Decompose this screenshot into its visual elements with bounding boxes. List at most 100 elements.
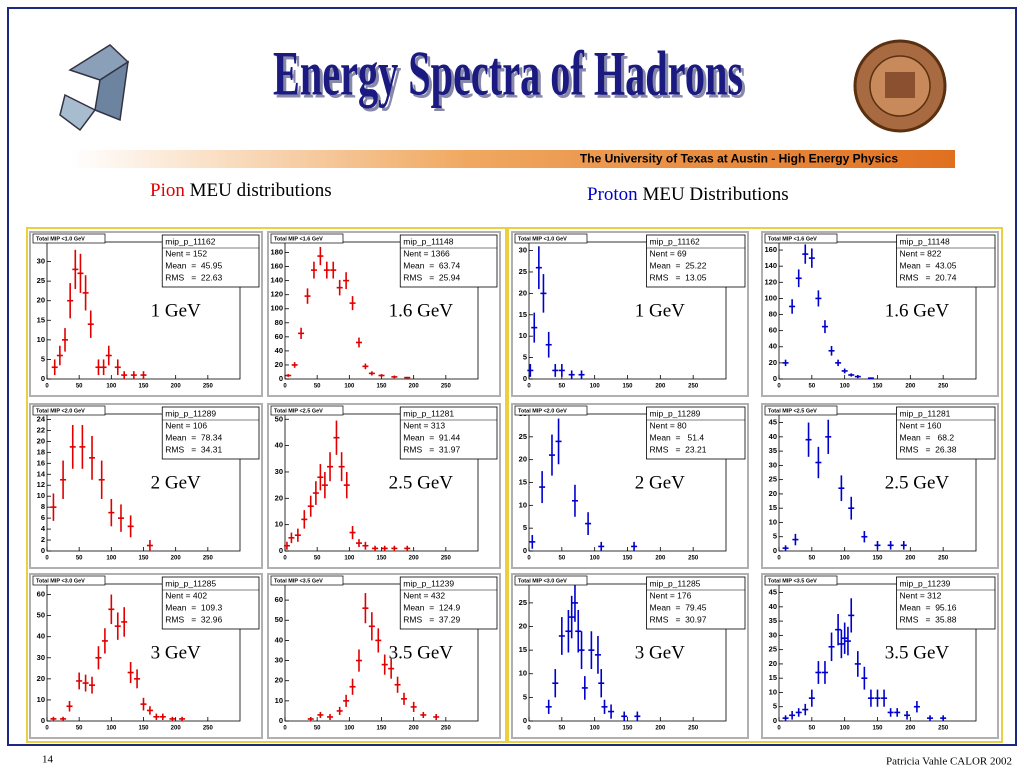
stats-box [896,234,996,288]
stats-line: mip_p_11239 [900,578,951,588]
y-tick-label: 20 [769,489,777,498]
histogram: 0 5 10 15 20 25 30 0 50 100 150 200 250 Total MIP <1.… [511,231,749,397]
y-tick-label: 18 [37,447,45,456]
y-tick-label: 20 [37,674,45,683]
section-label: Pion MEU distributions [150,180,332,201]
section-name: Pion [150,180,185,201]
y-tick-label: 60 [275,595,283,604]
histogram: 0 20 40 60 80 100 120 140 160 0 50 100 150 200 250 Tota… [761,231,999,397]
x-tick-label: 250 [441,556,452,562]
y-tick-label: 20 [275,360,283,369]
stats-line: mip_p_11148 [403,236,454,246]
histogram-title: Total MIP <1.0 GeV [518,236,567,242]
stats-line: Nent = 312 [900,590,942,600]
y-tick-label: 25 [37,276,45,285]
x-tick-label: 150 [872,726,883,732]
x-tick-label: 250 [938,556,949,562]
stats-line: mip_p_11285 [165,578,216,588]
histogram: 0 10 20 30 40 50 0 50 100 150 200 250 Total MIP <2.5… [267,403,501,569]
x-tick-label: 200 [655,384,666,390]
stats-line: mip_p_11281 [403,408,454,418]
x-tick-label: 0 [283,384,287,390]
y-tick-label: 100 [764,293,777,302]
x-tick-label: 50 [76,384,83,390]
energy-label: 1 GeV [635,300,685,321]
histogram-title: Total MIP <3.0 GeV [518,578,567,584]
x-tick-label: 50 [314,726,321,732]
y-tick-label: 10 [519,500,527,509]
stats-line: Mean = 68.2 [900,432,955,442]
title-box [764,575,838,586]
stats-line: Mean = 124.9 [403,602,460,612]
x-tick-label: 150 [622,384,633,390]
x-tick-label: 50 [76,726,83,732]
y-tick-label: 60 [769,326,777,335]
section-label: Proton MEU Distributions [587,184,789,205]
title-box [32,233,106,244]
stats-line: RMS = 22.63 [165,272,222,282]
x-tick-label: 200 [409,384,420,390]
energy-label: 1 GeV [151,300,201,321]
stats-line: Nent = 106 [165,420,207,430]
y-tick-label: 0 [773,546,777,555]
x-tick-label: 150 [138,556,149,562]
stats-box [646,576,746,630]
y-tick-label: 140 [270,276,283,285]
y-tick-label: 35 [769,616,777,625]
histogram: 0 5 10 15 20 25 30 35 40 45 0 50 100 150 200 250 Total M… [761,403,999,569]
x-tick-label: 0 [45,384,49,390]
x-tick-label: 250 [441,726,452,732]
y-tick-label: 40 [769,432,777,441]
stats-line: Mean = 63.74 [403,260,460,270]
histogram: 0 10 20 30 40 50 60 0 50 100 150 200 250 Total MIP <3… [267,573,501,739]
y-tick-label: 0 [279,374,283,383]
y-tick-label: 0 [279,716,283,725]
energy-label: 2 GeV [151,472,201,493]
y-tick-label: 16 [37,458,45,467]
x-tick-label: 200 [171,384,182,390]
stats-line: Nent = 313 [403,420,445,430]
y-tick-label: 25 [769,475,777,484]
x-tick-label: 250 [688,726,699,732]
title-box [32,405,106,416]
y-tick-label: 8 [41,502,45,511]
title-shadow: Energy Spectra of Hadrons [276,41,746,112]
y-tick-label: 0 [773,374,777,383]
stats-line: Mean = 43.05 [900,260,957,270]
section-text: MEU Distributions [638,184,789,205]
x-tick-label: 100 [344,556,355,562]
y-tick-label: 20 [37,296,45,305]
energy-label: 3 GeV [151,642,201,663]
x-tick-label: 0 [527,726,531,732]
stats-line: Mean = 109.3 [165,602,222,612]
x-tick-label: 0 [283,726,287,732]
x-tick-label: 50 [558,384,565,390]
y-tick-label: 10 [769,687,777,696]
title: Energy Spectra of Hadrons [273,38,743,109]
histogram-title: Total MIP <3.5 GeV [274,578,323,584]
x-tick-label: 200 [171,726,182,732]
y-tick-label: 20 [519,455,527,464]
x-tick-label: 100 [840,384,851,390]
x-tick-label: 100 [106,726,117,732]
x-tick-label: 50 [808,556,815,562]
title-box [270,575,344,586]
stats-line: RMS = 32.96 [165,614,222,624]
x-tick-label: 150 [138,384,149,390]
x-tick-label: 50 [314,384,321,390]
x-tick-label: 0 [777,384,781,390]
stats-line: RMS = 20.74 [900,272,957,282]
x-tick-label: 200 [409,556,420,562]
y-tick-label: 15 [519,310,527,319]
y-tick-label: 20 [769,358,777,367]
x-tick-label: 50 [558,726,565,732]
title-box [764,405,838,416]
stats-line: Nent = 1366 [403,248,450,258]
x-tick-label: 0 [283,556,287,562]
histogram-title: Total MIP <1.0 GeV [36,236,85,242]
x-tick-label: 50 [808,384,815,390]
y-tick-label: 0 [523,716,527,725]
x-tick-label: 50 [76,556,83,562]
